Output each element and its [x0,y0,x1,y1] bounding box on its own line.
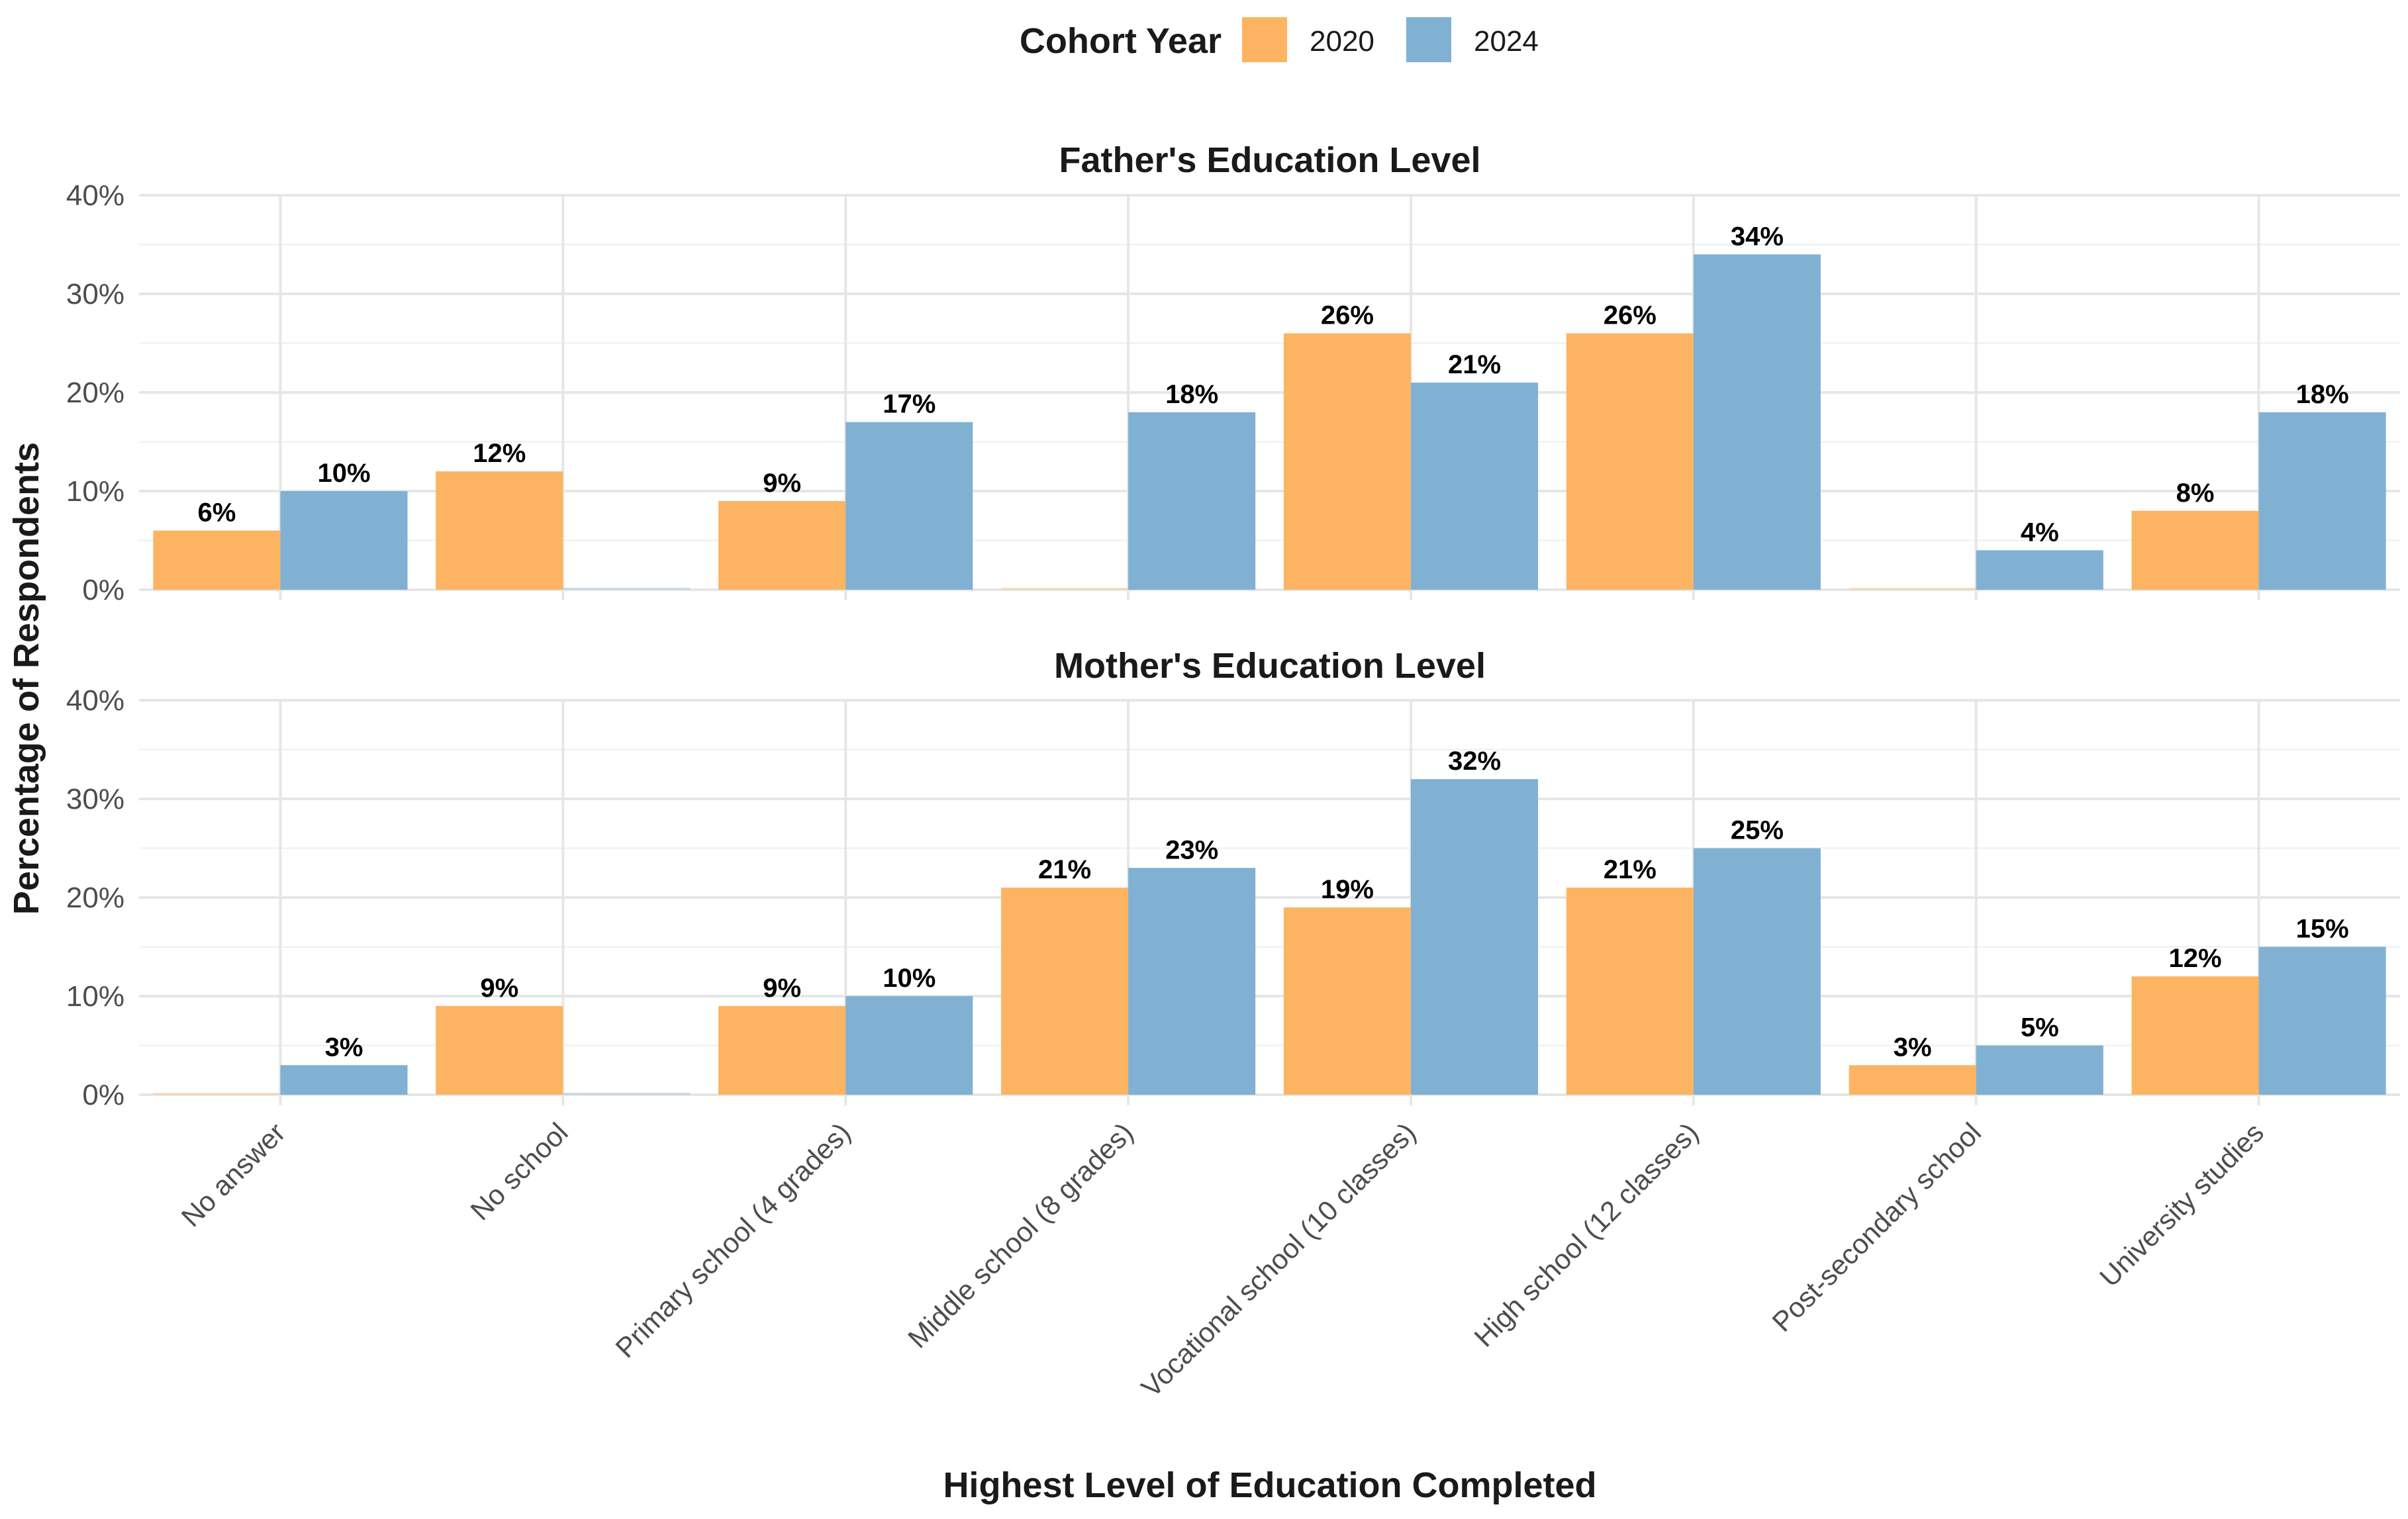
bar-2020-7 [2131,976,2259,1095]
panel-title-father: Father's Education Level [1059,140,1480,180]
data-label: 12% [473,439,526,468]
bar-2024-1 [563,588,691,590]
bar-2020-3 [1000,888,1129,1095]
bar-2024-4 [1410,383,1539,590]
bar-2020-1 [436,1005,563,1095]
y-tick-label: 0% [82,1079,124,1111]
bar-2024-2 [845,996,973,1095]
panel-title-mother: Mother's Education Level [1054,646,1486,686]
x-tick-label: University studies [2094,1117,2270,1293]
bar-2020-6 [1849,1065,1976,1095]
panel-father: Father's Education Level 0% 10% 20% 30% 40% 6… [66,140,2400,606]
bar-2024-6 [1976,1045,2103,1095]
x-tick-label: No answer [175,1117,291,1232]
data-label: 3% [325,1033,363,1062]
data-label: 10% [317,459,370,488]
bar-2024-1 [563,1093,691,1095]
data-label: 6% [197,498,236,528]
y-tick-label: 0% [82,574,124,606]
bar-2020-0 [153,1093,281,1095]
data-label: 5% [2021,1013,2059,1042]
legend-label-2020: 2020 [1310,25,1374,58]
y-tick-label: 20% [66,882,124,914]
data-label: 21% [1448,350,1501,379]
bar-2020-1 [436,471,563,590]
data-label: 9% [480,974,518,1003]
bar-2024-6 [1976,550,2103,590]
bar-2020-5 [1566,888,1694,1095]
bar-2020-0 [153,530,281,590]
y-tick-label: 10% [66,980,124,1013]
y-tick-label: 40% [66,179,124,212]
bar-2020-2 [718,1005,846,1095]
bar-2020-7 [2131,510,2259,590]
data-label: 9% [763,974,801,1003]
bar-2020-6 [1849,588,1976,590]
legend-swatch-2020 [1242,17,1287,62]
x-axis-title: Highest Level of Education Completed [943,1465,1596,1505]
bars: 9% 9% 21% 19% 21% 3% 12% 3% 10% 23% 32% 25% 5% 15% [153,747,2386,1095]
bar-2020-4 [1283,907,1411,1095]
data-label: 34% [1731,222,1784,251]
x-tick-label: Primary school (4 grades) [609,1117,856,1363]
data-label: 26% [1604,301,1657,330]
data-label: 12% [2168,944,2221,973]
bars: 6% 12% 9% 26% 26% 8% 10% 17% 18% 21% 34% 4% 18% [153,222,2386,590]
data-label: 21% [1604,855,1657,884]
data-label: 32% [1448,747,1501,776]
data-label: 15% [2296,915,2349,944]
data-label: 23% [1165,835,1218,864]
legend-title: Cohort Year [1020,21,1222,61]
y-tick-label: 20% [66,377,124,409]
y-axis-title: Percentage of Respondents [7,442,46,915]
x-tick-labels: No answer No school Primary school (4 grad… [175,1117,2270,1403]
bar-2024-4 [1410,779,1539,1095]
bar-2024-7 [2258,412,2386,590]
x-tick-label: No school [464,1117,573,1226]
bar-2020-5 [1566,333,1694,590]
bar-2024-0 [280,1065,408,1095]
data-label: 26% [1321,301,1374,330]
data-label: 4% [2021,518,2059,547]
data-label: 8% [2176,479,2215,508]
data-label: 10% [883,964,936,993]
data-label: 18% [1165,380,1218,409]
data-label: 3% [1894,1033,1932,1062]
y-tick-label: 40% [66,684,124,717]
data-label: 19% [1321,875,1374,904]
bar-2024-5 [1693,848,1821,1095]
bar-2024-5 [1693,254,1821,590]
y-tick-label: 30% [66,783,124,815]
bar-2020-2 [718,500,846,590]
data-label: 25% [1731,816,1784,845]
y-tick-label: 30% [66,278,124,310]
data-label: 17% [883,390,936,419]
bar-2024-3 [1128,412,1256,590]
data-label: 18% [2296,380,2349,409]
x-tick-label: Vocational school (10 classes) [1135,1117,1422,1403]
legend-swatch-2024 [1406,17,1451,62]
legend: Cohort Year 2020 2024 [1020,17,1539,62]
y-tick-label: 10% [66,475,124,508]
bar-2024-3 [1128,868,1256,1095]
data-label: 21% [1038,855,1091,884]
panel-mother: Mother's Education Level 0% 10% 20% 30% 40% 9… [66,646,2400,1111]
data-label: 9% [763,469,801,498]
bar-2024-7 [2258,946,2386,1095]
bar-2020-3 [1000,588,1129,590]
legend-label-2024: 2024 [1474,25,1539,58]
x-tick-label: Post-secondary school [1766,1117,1987,1338]
bar-2020-4 [1283,333,1411,590]
x-tick-label: Middle school (8 grades) [902,1117,1139,1354]
bar-2024-2 [845,422,973,590]
bar-2024-0 [280,491,408,590]
x-tick-label: High school (12 classes) [1468,1117,1704,1353]
